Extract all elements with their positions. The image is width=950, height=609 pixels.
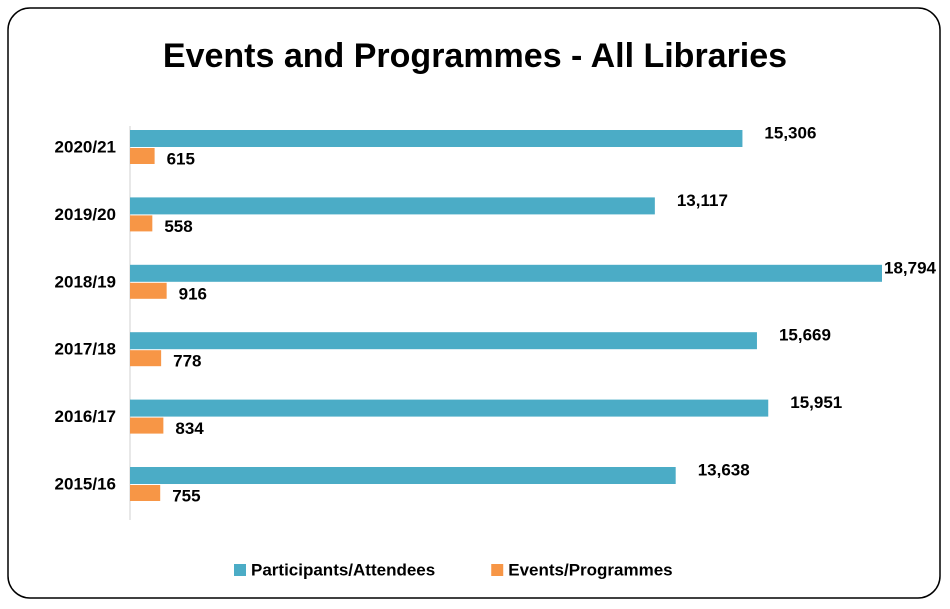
bar	[130, 350, 162, 367]
bar	[130, 148, 155, 164]
value-label: 13,638	[698, 460, 750, 479]
bar	[130, 215, 153, 232]
bar	[130, 399, 769, 417]
bar	[130, 485, 161, 501]
value-label: 778	[173, 352, 201, 371]
y-tick-label: 2019/20	[55, 205, 116, 224]
value-label: 916	[179, 284, 207, 303]
bar	[130, 332, 757, 350]
bar	[130, 282, 167, 299]
value-label: 15,306	[764, 123, 816, 142]
legend-label: Participants/Attendees	[251, 560, 435, 579]
chart-title: Events and Programmes - All Libraries	[163, 37, 787, 75]
bar	[130, 197, 655, 215]
bar	[130, 264, 882, 282]
y-tick-label: 2017/18	[55, 340, 116, 359]
bar	[130, 130, 743, 147]
y-tick-label: 2016/17	[55, 407, 116, 426]
bar	[130, 417, 164, 434]
legend-swatch	[491, 564, 504, 576]
y-tick-label: 2015/16	[55, 474, 116, 493]
value-label: 755	[172, 486, 200, 505]
value-label: 15,951	[790, 393, 842, 412]
value-label: 13,117	[677, 191, 728, 210]
bar	[130, 467, 676, 484]
value-label: 558	[164, 217, 192, 236]
chart-frame	[7, 7, 941, 599]
value-label: 18,794	[884, 258, 937, 277]
legend-label: Events/Programmes	[508, 560, 672, 579]
value-label: 615	[167, 149, 195, 168]
value-label: 15,669	[779, 326, 831, 345]
y-tick-label: 2018/19	[55, 272, 116, 291]
value-label: 834	[175, 419, 204, 438]
y-tick-label: 2020/21	[55, 137, 116, 156]
legend-swatch	[234, 564, 246, 576]
